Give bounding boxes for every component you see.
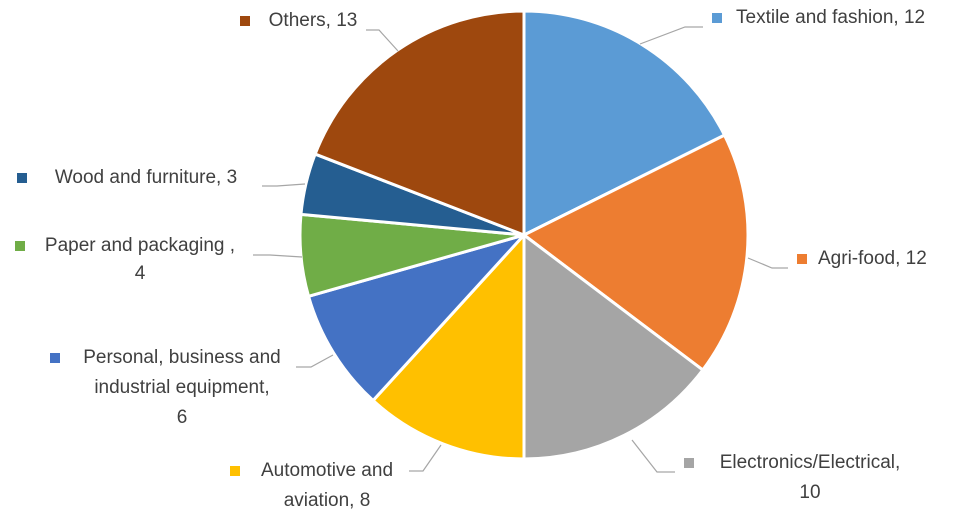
data-labels: Textile and fashion, 12 Agri-food, 12 Elec… [15, 7, 927, 511]
data-label: Wood and furniture, 3 [55, 167, 237, 188]
data-label: Electronics/Electrical, [720, 452, 901, 473]
legend-marker [17, 173, 27, 183]
data-label: industrial equipment, [94, 377, 269, 398]
pie-slice-automotive-and-aviation [371, 233, 526, 461]
leader-line [262, 183, 306, 187]
data-label: Automotive and [261, 460, 393, 481]
legend-marker [712, 13, 722, 23]
data-label: 4 [135, 263, 146, 284]
legend-marker [50, 353, 60, 363]
pie-slices [298, 9, 750, 461]
legend-marker [684, 458, 694, 468]
data-label: 10 [799, 482, 820, 503]
legend-marker [230, 466, 240, 476]
data-label: Personal, business and [83, 347, 281, 368]
data-label: 6 [177, 407, 188, 428]
pie-slice-textile-and-fashion [522, 9, 727, 237]
pie-slice-personal-business-and-industrial-equipment [307, 233, 526, 403]
data-label: aviation, 8 [284, 490, 371, 511]
leader-line [747, 257, 788, 269]
legend-marker [240, 16, 250, 26]
data-label: Textile and fashion, 12 [736, 7, 925, 28]
legend-marker [15, 241, 25, 251]
leader-line [639, 26, 703, 45]
leader-line [253, 254, 303, 258]
leader-lines [253, 26, 788, 473]
pie-slice-electronics-electrical [522, 233, 705, 461]
leader-line [409, 444, 442, 472]
data-label: Others, 13 [269, 10, 358, 31]
leader-line [631, 439, 675, 473]
pie-slice-agri-food [522, 133, 750, 372]
data-label: Paper and packaging , [45, 235, 235, 256]
legend-marker [797, 254, 807, 264]
data-label: Agri-food, 12 [818, 248, 927, 269]
leader-line [296, 354, 334, 368]
leader-line [366, 29, 399, 52]
